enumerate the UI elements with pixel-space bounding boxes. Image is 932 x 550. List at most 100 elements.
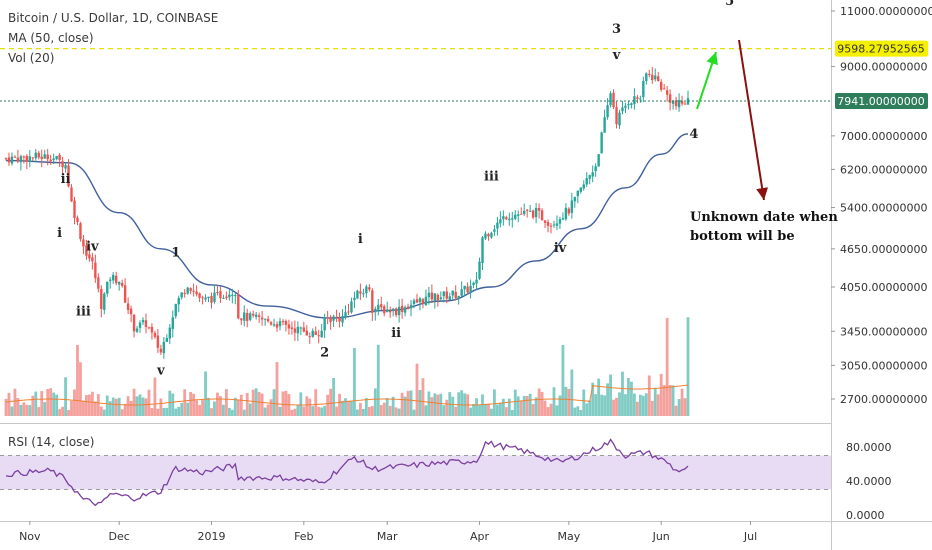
volume-bar <box>266 404 270 416</box>
wave-label: 4 <box>689 127 698 142</box>
volume-bar <box>379 405 383 416</box>
candle <box>138 320 142 333</box>
candle <box>52 153 55 165</box>
candle <box>344 305 347 320</box>
candle <box>448 292 451 300</box>
candle <box>600 131 603 154</box>
price-tick-label: 3450.00000000 <box>840 325 927 338</box>
target-price-badge: 9598.27952565 <box>835 40 928 57</box>
candle <box>275 321 279 332</box>
candle <box>603 109 606 133</box>
candle <box>153 330 157 339</box>
candle <box>284 319 288 332</box>
candle <box>147 326 151 330</box>
volume-bar <box>7 392 11 416</box>
candle <box>430 284 434 304</box>
volume-bar <box>621 371 624 416</box>
candle <box>123 278 127 303</box>
candle <box>171 310 174 338</box>
candle <box>91 252 94 270</box>
volume-bar <box>597 378 601 416</box>
volume-bar <box>507 398 511 416</box>
candle <box>394 307 398 318</box>
candle <box>290 321 294 335</box>
wave-label: 3 <box>612 22 621 37</box>
volume-bar <box>567 388 571 416</box>
volume-bar <box>472 404 475 416</box>
candle <box>19 154 23 171</box>
candle <box>350 297 353 314</box>
candle <box>662 83 666 90</box>
volume-bar <box>55 394 59 416</box>
volume-bar <box>388 405 392 416</box>
candle <box>651 66 654 84</box>
ma-legend: MA (50, close) <box>8 31 94 45</box>
candle <box>609 91 612 108</box>
volume-bar <box>213 401 216 416</box>
candle <box>496 216 499 236</box>
candle <box>100 285 103 318</box>
volume-bar <box>58 409 62 416</box>
time-axis[interactable]: Nov Dec 2019 Feb Mar Apr May Jun Jul <box>19 521 757 543</box>
volume-bar <box>61 406 64 416</box>
volume-bar <box>96 394 100 416</box>
candle <box>40 149 43 168</box>
candle <box>409 300 413 317</box>
volume-bar <box>317 406 321 416</box>
candle <box>323 313 326 339</box>
volume-ma-line <box>5 384 689 406</box>
volume-bar <box>150 408 154 416</box>
volume-bar <box>16 397 20 416</box>
candle <box>55 155 58 161</box>
volume-bar <box>132 388 136 416</box>
candle <box>266 315 270 323</box>
time-tick-label: Dec <box>109 530 130 543</box>
volume-bar <box>382 402 386 416</box>
candle <box>365 284 368 298</box>
candle <box>43 149 46 159</box>
candle <box>639 95 642 103</box>
green-up-arrow <box>696 51 718 110</box>
candle <box>680 95 684 106</box>
volume-bar <box>31 395 35 416</box>
volume-bar <box>76 344 79 416</box>
candle <box>183 288 186 298</box>
volume-bar <box>674 405 678 416</box>
candle <box>329 314 332 330</box>
volume-bar <box>43 402 47 416</box>
candle <box>234 292 237 305</box>
candle <box>210 292 213 309</box>
volume-bar <box>671 385 675 416</box>
price-axis[interactable]: 11000.00000000 9000.00000000 7000.00000000… <box>831 5 932 406</box>
volume-bar <box>147 389 151 416</box>
volume-bar <box>87 394 91 416</box>
candle <box>642 76 645 103</box>
volume-bar <box>397 408 401 416</box>
rsi-axis[interactable]: 80.0000 40.0000 0.0000 <box>846 441 892 522</box>
volume-bar <box>534 397 538 416</box>
volume-bar <box>457 392 461 416</box>
target-price-label: 9598.27952565 <box>837 43 924 56</box>
candle <box>359 283 362 300</box>
candle <box>126 297 130 315</box>
volume-bar <box>153 377 157 416</box>
candle <box>472 281 475 289</box>
volume-bar <box>165 407 169 416</box>
candle <box>222 294 225 300</box>
candle <box>597 154 600 167</box>
candle <box>311 328 314 338</box>
candle <box>207 296 210 303</box>
candle <box>257 312 261 323</box>
candle <box>37 150 40 160</box>
volume-bar <box>650 400 654 416</box>
candle <box>490 231 493 239</box>
candle <box>400 298 404 319</box>
volume-bar <box>683 398 687 416</box>
candle <box>487 232 490 241</box>
candle <box>418 296 422 311</box>
volume-bar <box>284 390 288 416</box>
price-tick-label: 11000.00000000 <box>840 5 932 18</box>
candle <box>109 277 112 289</box>
